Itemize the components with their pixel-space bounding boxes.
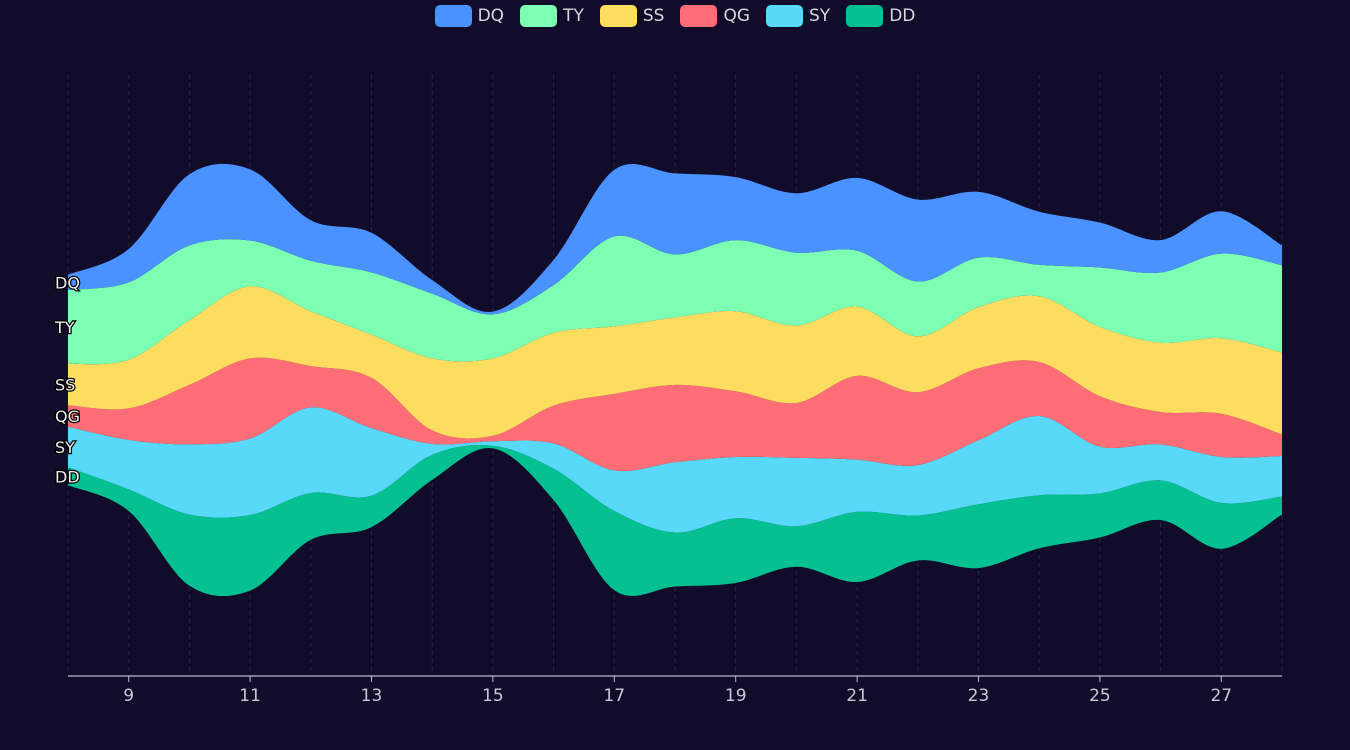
stream-areas bbox=[68, 163, 1282, 597]
legend-item-sy[interactable]: SY bbox=[766, 5, 830, 27]
legend-swatch-qg bbox=[680, 5, 718, 27]
x-axis-ticks: 9 11 13 15 17 19 21 23 25 27 bbox=[123, 676, 1232, 706]
side-label-dq: DQ bbox=[55, 273, 80, 292]
legend-label-sy: SY bbox=[809, 6, 831, 26]
x-tick-label: 25 bbox=[1089, 686, 1111, 706]
legend-item-dd[interactable]: DD bbox=[846, 5, 915, 27]
legend-swatch-ty bbox=[520, 5, 558, 27]
side-label-qg: QG bbox=[55, 407, 80, 426]
stream-area-dd[interactable] bbox=[68, 444, 1282, 597]
stream-area-qg[interactable] bbox=[68, 357, 1282, 472]
legend-label-qg: QG bbox=[723, 6, 751, 26]
stream-area-ty[interactable] bbox=[68, 235, 1282, 365]
legend-item-qg[interactable]: QG bbox=[680, 5, 750, 27]
legend-item-ss[interactable]: SS bbox=[599, 5, 665, 27]
stream-area-dq[interactable] bbox=[68, 163, 1282, 315]
legend-label-ss: SS bbox=[642, 6, 665, 26]
side-label-dd: DD bbox=[55, 467, 80, 486]
legend-label-dq: DQ bbox=[477, 6, 505, 26]
legend-swatch-dq bbox=[434, 5, 472, 27]
side-label-ss: SS bbox=[55, 376, 75, 395]
x-tick-label: 23 bbox=[968, 686, 990, 706]
legend-swatch-dd bbox=[846, 5, 884, 27]
x-tick-label: 11 bbox=[239, 686, 261, 706]
x-tick-label: 15 bbox=[482, 686, 504, 706]
side-label-sy: SY bbox=[55, 438, 75, 457]
stream-area-sy[interactable] bbox=[68, 407, 1282, 533]
x-tick-label: 21 bbox=[846, 686, 868, 706]
legend: DQ TY SS QG SY DD bbox=[0, 5, 1350, 27]
legend-label-dd: DD bbox=[889, 6, 916, 26]
legend-label-ty: TY bbox=[563, 6, 584, 26]
side-labels: DQ TY SS QG SY DD bbox=[53, 272, 82, 487]
x-tick-label: 19 bbox=[725, 686, 747, 706]
x-tick-label: 17 bbox=[603, 686, 625, 706]
legend-item-dq[interactable]: DQ bbox=[434, 5, 505, 27]
legend-swatch-sy bbox=[766, 5, 804, 27]
x-tick-label: 9 bbox=[123, 686, 134, 706]
x-tick-label: 13 bbox=[361, 686, 383, 706]
x-tick-label: 27 bbox=[1210, 686, 1232, 706]
legend-item-ty[interactable]: TY bbox=[520, 5, 584, 27]
side-label-ty: TY bbox=[54, 318, 75, 337]
stream-area-ss[interactable] bbox=[68, 286, 1282, 439]
legend-swatch-ss bbox=[599, 5, 637, 27]
